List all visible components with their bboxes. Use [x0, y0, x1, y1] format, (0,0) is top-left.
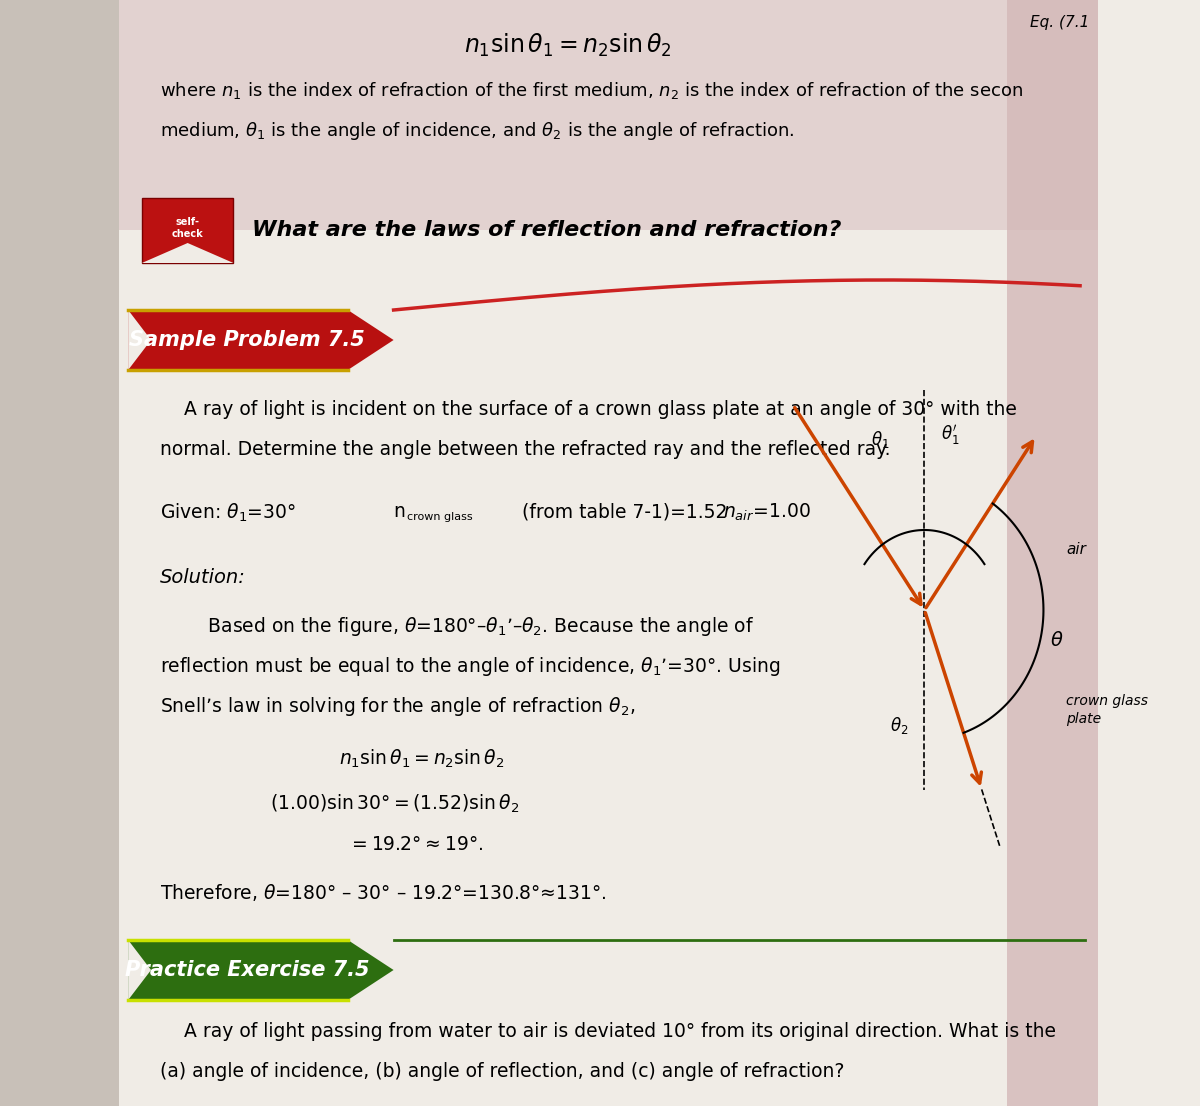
Polygon shape [128, 940, 151, 1000]
Text: crown glass: crown glass [407, 512, 473, 522]
Text: Snell’s law in solving for the angle of refraction $\theta_2$,: Snell’s law in solving for the angle of … [160, 695, 635, 718]
Text: (a) angle of incidence, (b) angle of reflection, and (c) angle of refraction?: (a) angle of incidence, (b) angle of ref… [160, 1062, 845, 1081]
Text: $\theta_1$: $\theta_1$ [871, 429, 890, 450]
Text: Practice Exercise 7.5: Practice Exercise 7.5 [125, 960, 370, 980]
Text: $= 19.2° \approx 19°$.: $= 19.2° \approx 19°$. [348, 835, 484, 854]
Text: reflection must be equal to the angle of incidence, $\theta_1$’=30°. Using: reflection must be equal to the angle of… [160, 655, 781, 678]
Text: normal. Determine the angle between the refracted ray and the reflected ray.: normal. Determine the angle between the … [160, 440, 890, 459]
Text: medium, $\theta_1$ is the angle of incidence, and $\theta_2$ is the angle of ref: medium, $\theta_1$ is the angle of incid… [160, 119, 794, 142]
Text: $n_1 \sin\theta_1 = n_2 \sin\theta_2$: $n_1 \sin\theta_1 = n_2 \sin\theta_2$ [338, 748, 504, 770]
Text: What are the laws of reflection and refraction?: What are the laws of reflection and refr… [252, 220, 841, 240]
FancyBboxPatch shape [128, 940, 348, 1000]
Text: $(1.00) \sin 30° = (1.52) \sin\theta_2$: $(1.00) \sin 30° = (1.52) \sin\theta_2$ [270, 793, 520, 815]
Polygon shape [348, 940, 394, 1000]
Text: A ray of light passing from water to air is deviated 10° from its original direc: A ray of light passing from water to air… [160, 1022, 1056, 1041]
Text: n: n [394, 502, 406, 521]
Text: $n_1 \sin \theta_1 = n_2 \sin \theta_2$: $n_1 \sin \theta_1 = n_2 \sin \theta_2$ [463, 32, 671, 60]
Text: self-
check: self- check [172, 217, 204, 239]
Polygon shape [348, 310, 394, 371]
Text: Solution:: Solution: [160, 568, 246, 587]
Text: Sample Problem 7.5: Sample Problem 7.5 [130, 330, 365, 349]
Text: crown glass
plate: crown glass plate [1067, 695, 1148, 726]
Text: Given: $\theta_1$=30°: Given: $\theta_1$=30° [160, 502, 296, 524]
Text: $\theta_1'$: $\theta_1'$ [941, 422, 959, 447]
Text: where $n_1$ is the index of refraction of the first medium, $n_2$ is the index o: where $n_1$ is the index of refraction o… [160, 80, 1024, 101]
Text: $n_{air}$=1.00: $n_{air}$=1.00 [724, 502, 811, 523]
Text: $\theta$: $\theta$ [1050, 630, 1064, 649]
Text: (from table 7-1)=1.52: (from table 7-1)=1.52 [522, 502, 727, 521]
FancyBboxPatch shape [1007, 0, 1098, 1106]
Polygon shape [128, 310, 151, 371]
Text: air: air [1067, 543, 1086, 557]
Text: Based on the figure, $\theta$=180°–$\theta_1$’–$\theta_2$. Because the angle of: Based on the figure, $\theta$=180°–$\the… [160, 615, 755, 638]
Polygon shape [142, 243, 234, 263]
FancyBboxPatch shape [128, 310, 348, 371]
Bar [0, 0, 119, 1106]
Text: Therefore, $\theta$=180° – 30° – 19.2°=130.8°≈131°.: Therefore, $\theta$=180° – 30° – 19.2°=1… [160, 881, 607, 902]
Text: A ray of light is incident on the surface of a crown glass plate at an angle of : A ray of light is incident on the surfac… [160, 400, 1018, 419]
FancyBboxPatch shape [119, 0, 1098, 230]
Text: $\theta_2$: $\theta_2$ [889, 714, 908, 735]
FancyBboxPatch shape [142, 198, 234, 263]
Text: Eq. (7.1: Eq. (7.1 [1030, 15, 1090, 30]
